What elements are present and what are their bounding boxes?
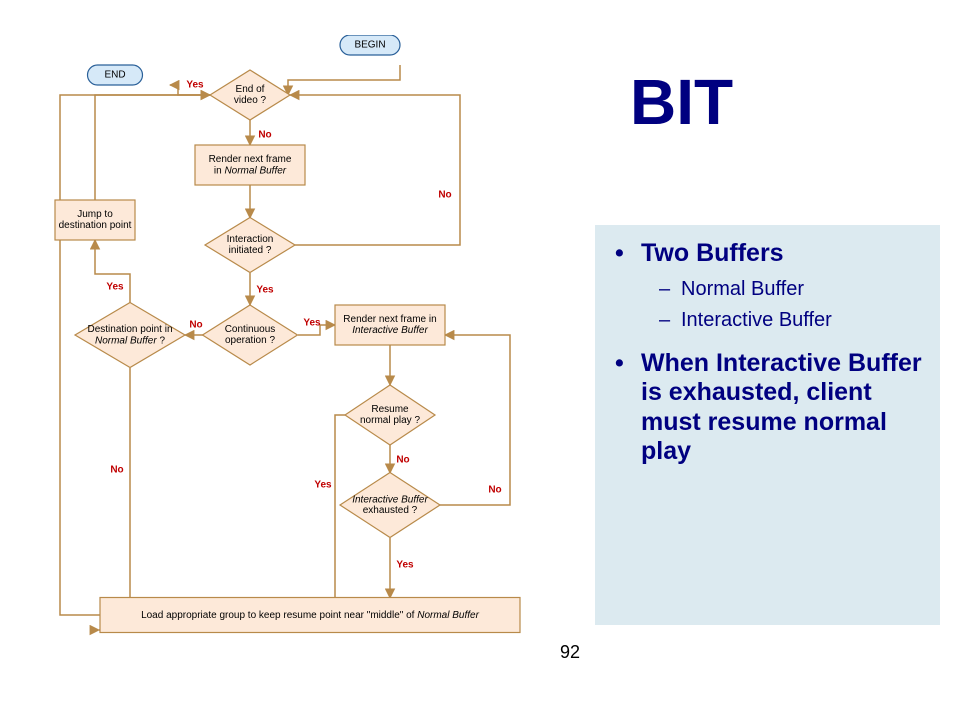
svg-text:video ?: video ? — [234, 95, 267, 106]
slide-title: BIT — [630, 66, 733, 138]
svg-text:No: No — [488, 485, 501, 496]
svg-text:in Normal Buffer: in Normal Buffer — [214, 165, 287, 176]
svg-text:Yes: Yes — [186, 80, 204, 91]
svg-text:Render next frame: Render next frame — [209, 154, 292, 165]
bullet-label: Two Buffers — [641, 239, 784, 267]
sub-bullet-normal: Normal Buffer — [667, 277, 930, 302]
svg-text:Yes: Yes — [256, 285, 274, 296]
info-box: Two Buffers Normal Buffer Interactive Bu… — [595, 225, 940, 625]
svg-text:Yes: Yes — [396, 560, 414, 571]
svg-text:No: No — [396, 455, 409, 466]
svg-text:Resume: Resume — [371, 404, 409, 415]
sub-bullet-label: Interactive Buffer — [681, 309, 832, 331]
bullet-label: When Interactive Buffer is exhausted, cl… — [641, 349, 922, 466]
flowchart-svg: Yes No No Yes No Yes Yes No No Yes Yes No BEGIN END En… — [50, 35, 580, 675]
svg-text:destination point: destination point — [59, 220, 132, 231]
svg-text:No: No — [258, 130, 271, 141]
svg-text:Normal Buffer ?: Normal Buffer ? — [95, 335, 165, 346]
svg-text:Interactive Buffer: Interactive Buffer — [352, 325, 428, 336]
svg-text:BEGIN: BEGIN — [354, 40, 385, 51]
page-number: 92 — [560, 642, 580, 663]
svg-text:Continuous: Continuous — [225, 324, 276, 335]
sub-bullet-label: Normal Buffer — [681, 278, 804, 300]
svg-text:Interactive Buffer: Interactive Buffer — [352, 494, 428, 505]
svg-text:Yes: Yes — [303, 318, 321, 329]
svg-text:Load appropriate group to keep: Load appropriate group to keep resume po… — [141, 610, 480, 621]
bullet-two-buffers: Two Buffers Normal Buffer Interactive Bu… — [627, 239, 930, 333]
svg-text:End of: End of — [236, 84, 265, 95]
sub-bullet-interactive: Interactive Buffer — [667, 308, 930, 333]
flowchart-container: Yes No No Yes No Yes Yes No No Yes Yes No BEGIN END En… — [50, 35, 580, 675]
svg-text:exhausted ?: exhausted ? — [363, 505, 418, 516]
svg-text:No: No — [438, 190, 451, 201]
svg-text:Yes: Yes — [106, 282, 124, 293]
slide-title-area: BIT — [630, 65, 733, 139]
svg-text:normal play ?: normal play ? — [360, 415, 420, 426]
svg-text:Interaction: Interaction — [227, 234, 274, 245]
svg-text:Jump to: Jump to — [77, 209, 113, 220]
svg-text:Yes: Yes — [314, 480, 332, 491]
svg-text:Render next frame in: Render next frame in — [343, 314, 436, 325]
svg-text:END: END — [104, 70, 125, 81]
svg-text:initiated ?: initiated ? — [229, 245, 272, 256]
bullet-exhausted: When Interactive Buffer is exhausted, cl… — [627, 349, 930, 467]
svg-text:No: No — [189, 320, 202, 331]
svg-text:operation ?: operation ? — [225, 335, 275, 346]
svg-text:No: No — [110, 465, 123, 476]
svg-text:Destination point in: Destination point in — [87, 324, 172, 335]
